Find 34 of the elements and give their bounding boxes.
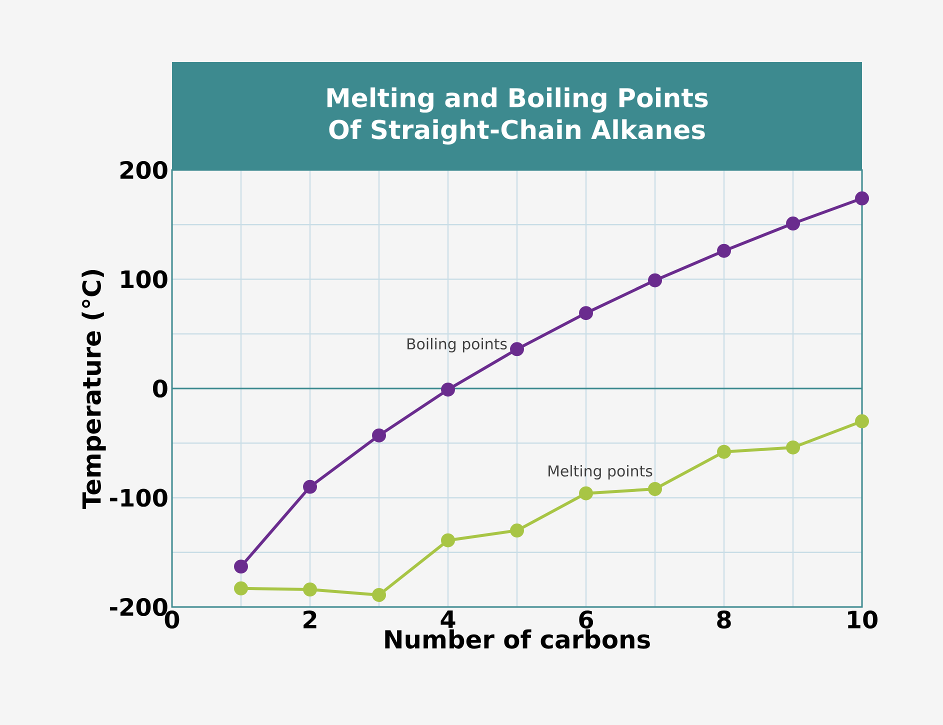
point xyxy=(441,382,456,397)
point xyxy=(786,216,800,231)
y-axis-title: Temperature (°C) xyxy=(82,270,106,510)
x-tick-label: 2 xyxy=(304,610,316,628)
point xyxy=(648,482,662,496)
point xyxy=(786,440,800,454)
y-tick-label: -100 xyxy=(110,488,168,507)
point xyxy=(234,581,248,596)
x-tick-label: 10 xyxy=(848,610,878,629)
chart-title: Melting and Boiling Points Of Straight-Chain Alkanes xyxy=(327,87,708,145)
point xyxy=(855,414,870,428)
point xyxy=(372,428,386,442)
point xyxy=(372,588,386,602)
series-label: Boiling points xyxy=(408,338,507,352)
point xyxy=(510,342,524,356)
point xyxy=(579,486,594,500)
point xyxy=(303,480,318,494)
series-label: Melting points xyxy=(548,465,652,480)
point xyxy=(648,273,662,288)
y-tick-label: 200 xyxy=(120,160,168,180)
point xyxy=(717,244,732,258)
point xyxy=(303,582,318,596)
point xyxy=(234,560,248,574)
point xyxy=(855,191,870,206)
point xyxy=(579,306,594,320)
x-tick-label: 4 xyxy=(440,610,456,628)
y-tick-label: 0 xyxy=(152,379,168,398)
point xyxy=(510,524,524,538)
point xyxy=(717,444,732,459)
x-axis-title: Number of carbons xyxy=(385,629,650,649)
x-tick-label: 8 xyxy=(717,610,731,629)
x-tick-label: 6 xyxy=(579,610,594,629)
y-tick-label: 100 xyxy=(121,270,168,288)
point xyxy=(441,533,456,548)
